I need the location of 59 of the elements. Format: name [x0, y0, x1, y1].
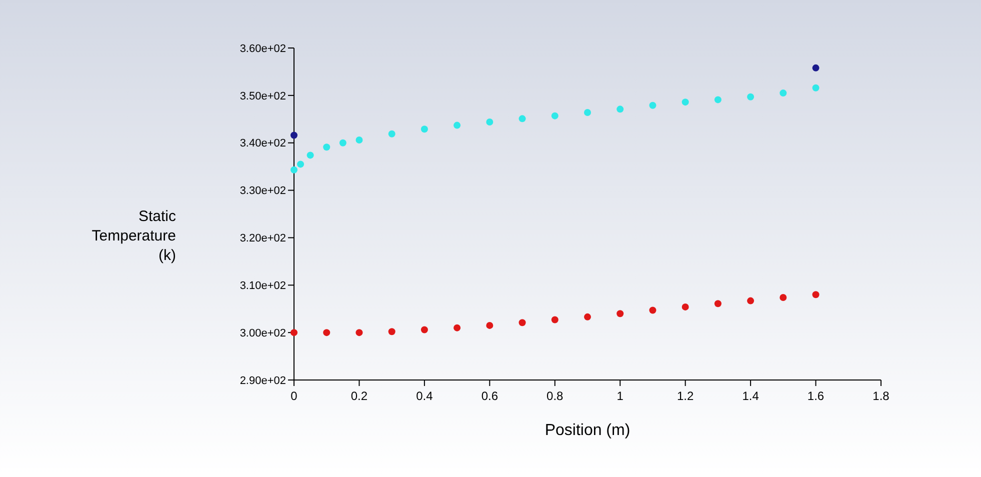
x-tick-label: 0.4	[416, 389, 434, 403]
point	[290, 132, 298, 139]
point	[649, 102, 656, 109]
point	[649, 306, 656, 314]
x-tick-label: 1.6	[807, 389, 824, 403]
point	[584, 109, 591, 116]
point	[714, 300, 722, 308]
point	[420, 326, 428, 334]
point	[454, 122, 461, 129]
point	[290, 329, 298, 336]
y-tick-label: 3.50e+02	[240, 90, 286, 102]
point	[780, 294, 787, 301]
point	[306, 152, 314, 159]
point	[486, 118, 494, 126]
point	[323, 329, 330, 336]
point	[682, 98, 689, 106]
x-tick-label: 0.6	[481, 389, 498, 403]
point	[356, 136, 363, 144]
x-tick-label: 1.4	[742, 389, 760, 403]
point	[812, 64, 820, 72]
y-tick-label: 3.30e+02	[240, 185, 286, 198]
y-tick-label: 3.20e+02	[240, 232, 286, 245]
point	[616, 310, 624, 318]
x-tick-label: 1.2	[676, 389, 694, 403]
point	[584, 313, 591, 320]
point	[297, 160, 304, 168]
point	[420, 126, 428, 133]
point	[616, 106, 624, 113]
point	[486, 322, 494, 329]
x-axis-title: Position (m)	[544, 422, 630, 439]
y-tick-label: 3.60e+02	[240, 42, 286, 55]
y-tick-label: 2.90e+02	[240, 374, 286, 387]
y-tick-label: 3.00e+02	[240, 327, 286, 340]
x-tick-label: 0	[290, 389, 298, 403]
x-tick-label: 0.2	[350, 389, 368, 403]
y-tick-label: 3.10e+02	[240, 280, 286, 292]
point	[290, 166, 298, 174]
point	[518, 115, 526, 122]
point	[812, 84, 820, 92]
point	[551, 112, 558, 120]
x-tick-label: 0.8	[546, 389, 564, 403]
point	[388, 130, 396, 138]
y-axis-title: Static Temperature (k)	[92, 208, 176, 264]
point	[551, 316, 558, 324]
point	[812, 291, 820, 298]
point	[747, 93, 754, 100]
point	[780, 90, 787, 97]
point	[714, 96, 722, 104]
point	[682, 303, 689, 310]
point	[339, 139, 346, 146]
point	[323, 144, 330, 151]
point	[356, 329, 363, 336]
point	[454, 324, 461, 332]
point	[388, 328, 396, 336]
x-tick-label: 1	[616, 389, 624, 403]
point	[518, 319, 526, 326]
y-tick-label: 3.40e+02	[240, 138, 286, 150]
x-tick-label: 1.8	[872, 389, 890, 403]
point	[747, 297, 754, 304]
